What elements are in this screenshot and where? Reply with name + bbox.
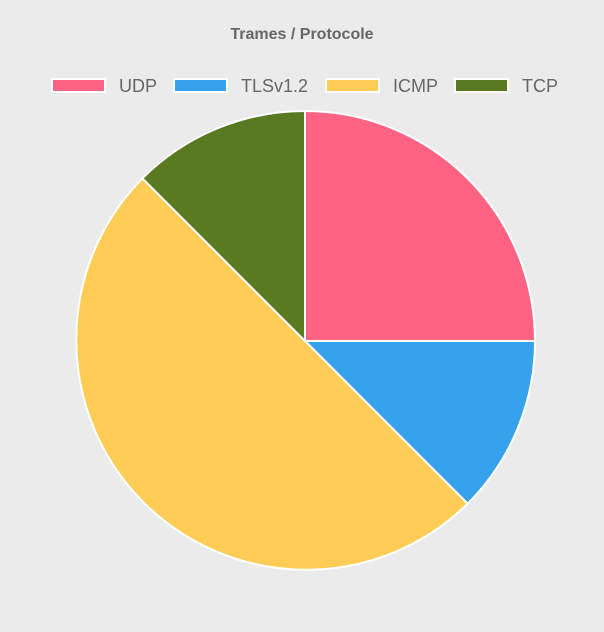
pie-slices	[76, 111, 535, 570]
pie-slice-udp[interactable]	[305, 111, 535, 341]
